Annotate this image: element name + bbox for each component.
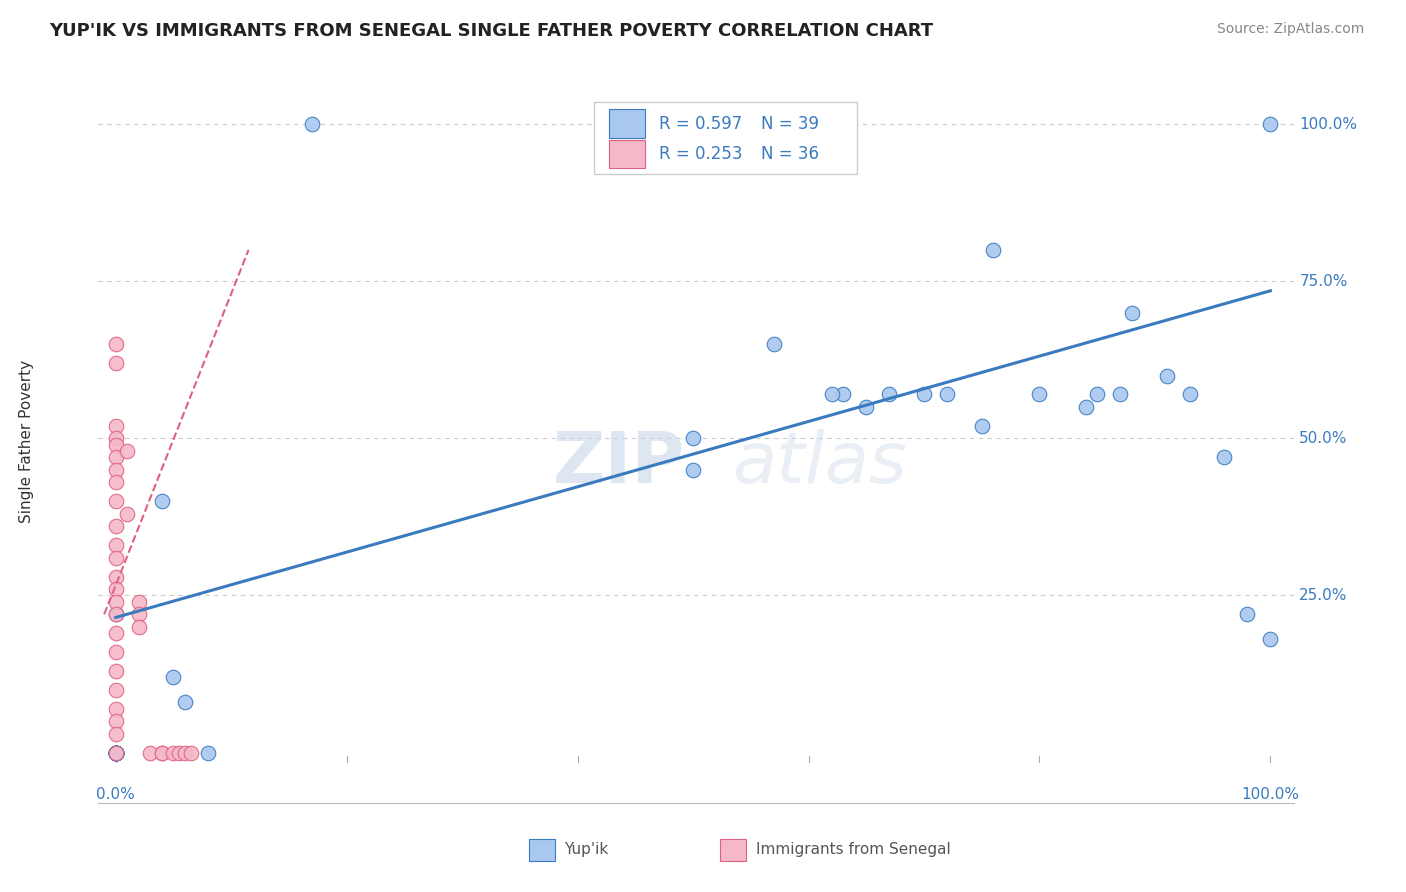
Point [879, 387, 901, 401]
Point [104, 538, 127, 552]
Text: R = 0.597: R = 0.597 [659, 115, 742, 133]
Point [104, 475, 127, 490]
Point [104, 438, 127, 452]
Text: N = 36: N = 36 [761, 145, 818, 163]
Point [150, 746, 173, 760]
Text: 50.0%: 50.0% [1299, 431, 1348, 446]
Point [104, 682, 127, 697]
Point [104, 519, 127, 533]
Point [104, 607, 127, 622]
Point [832, 387, 855, 401]
Point [762, 337, 785, 351]
Point [1156, 368, 1178, 383]
Point [1109, 387, 1132, 401]
Point [180, 746, 202, 760]
Point [104, 746, 127, 760]
Point [128, 595, 150, 609]
Point [104, 418, 127, 433]
Point [104, 645, 127, 659]
Point [1236, 607, 1258, 622]
Point [104, 746, 127, 760]
Point [104, 463, 127, 477]
Point [197, 746, 219, 760]
Point [139, 746, 162, 760]
Point [104, 727, 127, 741]
Point [682, 431, 704, 445]
Point [104, 607, 127, 622]
Point [104, 746, 127, 760]
Point [104, 701, 127, 715]
Text: 0.0%: 0.0% [97, 787, 135, 802]
Point [104, 746, 127, 760]
Point [682, 463, 704, 477]
Point [104, 746, 127, 760]
Point [104, 595, 127, 609]
Point [104, 746, 127, 760]
Point [174, 695, 197, 709]
Point [174, 746, 197, 760]
FancyBboxPatch shape [720, 838, 747, 861]
Point [117, 507, 139, 521]
Text: YUP'IK VS IMMIGRANTS FROM SENEGAL SINGLE FATHER POVERTY CORRELATION CHART: YUP'IK VS IMMIGRANTS FROM SENEGAL SINGLE… [49, 22, 934, 40]
Text: 100.0%: 100.0% [1241, 787, 1299, 802]
Point [150, 746, 173, 760]
Point [104, 746, 127, 760]
Point [981, 243, 1004, 257]
Point [104, 550, 127, 565]
Point [1178, 387, 1201, 401]
Point [104, 714, 127, 728]
Point [117, 444, 139, 458]
Point [104, 582, 127, 597]
Point [162, 746, 184, 760]
Text: Source: ZipAtlas.com: Source: ZipAtlas.com [1216, 22, 1364, 37]
Text: 75.0%: 75.0% [1299, 274, 1348, 289]
Point [1260, 117, 1282, 131]
Point [167, 746, 190, 760]
Point [104, 431, 127, 445]
Point [128, 607, 150, 622]
Point [104, 746, 127, 760]
Point [162, 670, 184, 684]
Point [104, 569, 127, 583]
Point [104, 746, 127, 760]
Point [301, 117, 323, 131]
Point [855, 400, 877, 414]
Point [104, 746, 127, 760]
Point [150, 494, 173, 508]
Point [104, 337, 127, 351]
Text: atlas: atlas [733, 429, 907, 498]
Text: Yup'ik: Yup'ik [565, 842, 609, 857]
Point [1121, 306, 1143, 320]
Point [1260, 632, 1282, 647]
Text: Immigrants from Senegal: Immigrants from Senegal [756, 842, 950, 857]
Point [820, 387, 842, 401]
Point [1028, 387, 1050, 401]
FancyBboxPatch shape [595, 102, 858, 174]
Point [104, 356, 127, 370]
Point [1085, 387, 1108, 401]
Text: Single Father Poverty: Single Father Poverty [20, 360, 34, 523]
Text: ZIP: ZIP [553, 429, 685, 498]
Point [104, 494, 127, 508]
FancyBboxPatch shape [609, 109, 644, 138]
Text: R = 0.253: R = 0.253 [659, 145, 742, 163]
FancyBboxPatch shape [609, 139, 644, 169]
Point [1074, 400, 1097, 414]
Point [104, 626, 127, 640]
Point [104, 746, 127, 760]
Text: N = 39: N = 39 [761, 115, 818, 133]
Point [104, 664, 127, 678]
Point [128, 620, 150, 634]
Point [1213, 450, 1236, 465]
Point [104, 450, 127, 465]
Point [912, 387, 935, 401]
Text: 25.0%: 25.0% [1299, 588, 1348, 603]
Point [104, 746, 127, 760]
FancyBboxPatch shape [529, 838, 555, 861]
Point [970, 418, 993, 433]
Text: 100.0%: 100.0% [1299, 117, 1357, 132]
Point [936, 387, 959, 401]
